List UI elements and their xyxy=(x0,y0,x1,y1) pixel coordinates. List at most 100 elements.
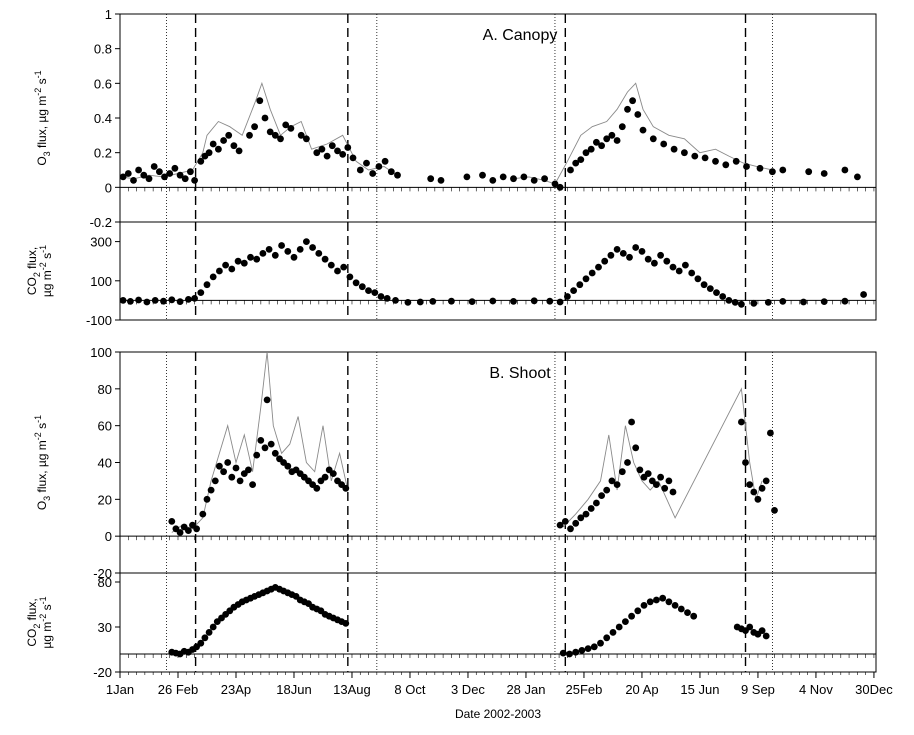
data-point-canopy-co2 xyxy=(595,263,602,271)
data-point-canopy-o3 xyxy=(145,175,153,183)
data-point-canopy-co2 xyxy=(588,269,596,277)
y-tick-label-shoot-co2: -20 xyxy=(93,665,112,680)
data-point-canopy-co2 xyxy=(203,281,211,289)
y-title-rest: flux, µg m xyxy=(35,96,49,152)
x-tick-label: 26 Feb xyxy=(158,682,198,697)
data-point-canopy-co2 xyxy=(135,296,143,304)
x-tick-label: 13Aug xyxy=(333,682,371,697)
data-point-shoot-o3 xyxy=(176,529,184,536)
data-point-shoot-o3 xyxy=(653,481,660,488)
data-point-shoot-o3 xyxy=(665,477,673,485)
data-point-canopy-co2 xyxy=(468,298,476,305)
data-point-canopy-o3 xyxy=(593,138,600,146)
data-point-shoot-co2 xyxy=(622,618,629,625)
data-point-shoot-o3 xyxy=(657,473,664,481)
data-point-shoot-co2 xyxy=(615,623,623,631)
data-point-shoot-o3 xyxy=(193,525,201,533)
y-axis-title-shoot-o3: O3 flux, µg m-2 s-1 xyxy=(33,415,52,510)
y-title-sub: 2 xyxy=(32,624,42,629)
y-tick-label-canopy-o3: 0.8 xyxy=(94,42,112,57)
panel-frame-canopy-o3 xyxy=(119,13,877,223)
data-point-canopy-o3 xyxy=(271,131,279,139)
data-point-canopy-o3 xyxy=(256,97,264,105)
y-title-sup1: -2 xyxy=(38,262,48,270)
data-point-canopy-o3 xyxy=(530,177,538,184)
data-point-shoot-co2 xyxy=(609,629,617,636)
panel-title-shoot-o3: B. Shoot xyxy=(489,365,551,382)
data-point-canopy-co2 xyxy=(365,287,372,294)
series-line-shoot-o3 xyxy=(562,387,763,528)
data-point-canopy-co2 xyxy=(228,265,236,273)
y-tick-label-shoot-o3: 60 xyxy=(98,419,112,434)
data-point-canopy-co2 xyxy=(176,298,184,305)
data-point-shoot-o3 xyxy=(232,464,240,472)
x-tick-label: 4 Nov xyxy=(799,682,833,697)
data-point-shoot-o3 xyxy=(556,521,564,529)
data-point-canopy-co2 xyxy=(800,298,807,306)
data-point-canopy-o3 xyxy=(639,126,647,134)
data-point-canopy-o3 xyxy=(463,173,471,181)
data-point-canopy-o3 xyxy=(681,149,688,157)
data-point-shoot-o3 xyxy=(603,486,611,494)
data-point-canopy-o3 xyxy=(318,145,326,153)
data-point-canopy-o3 xyxy=(712,157,719,165)
x-tick-label: 15 Jun xyxy=(680,682,719,697)
x-tick-label: 23Ap xyxy=(221,682,251,697)
data-point-canopy-o3 xyxy=(629,97,636,105)
data-point-canopy-co2 xyxy=(706,285,714,292)
data-point-shoot-o3 xyxy=(211,477,219,485)
y-title-sub: 3 xyxy=(42,496,52,501)
data-point-canopy-co2 xyxy=(632,244,640,251)
data-point-canopy-o3 xyxy=(266,128,274,136)
data-point-canopy-co2 xyxy=(216,267,223,275)
data-point-canopy-o3 xyxy=(344,144,352,151)
data-point-canopy-co2 xyxy=(404,299,412,306)
data-point-shoot-o3 xyxy=(216,462,223,470)
y-tick-label-shoot-co2: 30 xyxy=(98,620,112,635)
data-point-canopy-co2 xyxy=(725,297,733,304)
data-point-canopy-co2 xyxy=(860,291,867,298)
data-point-shoot-o3 xyxy=(220,468,228,476)
y-title-sub: 3 xyxy=(42,151,52,156)
data-point-shoot-o3 xyxy=(321,473,329,481)
data-point-shoot-co2 xyxy=(762,632,770,640)
data-point-canopy-co2 xyxy=(841,297,849,305)
data-point-shoot-co2 xyxy=(603,634,611,642)
data-point-canopy-o3 xyxy=(130,177,137,184)
data-point-shoot-o3 xyxy=(245,466,252,474)
data-point-canopy-co2 xyxy=(750,299,758,307)
data-point-canopy-o3 xyxy=(161,173,168,181)
y-tick-label-canopy-o3: 0 xyxy=(105,180,112,195)
data-point-canopy-o3 xyxy=(779,166,787,174)
data-point-shoot-o3 xyxy=(253,451,261,459)
data-point-canopy-co2 xyxy=(651,259,658,267)
data-point-canopy-co2 xyxy=(546,297,554,305)
data-point-shoot-o3 xyxy=(618,468,626,476)
data-point-shoot-co2 xyxy=(690,612,698,620)
data-point-canopy-co2 xyxy=(160,297,167,305)
data-point-canopy-o3 xyxy=(197,157,205,165)
y-title-sup2: -1 xyxy=(33,415,43,423)
data-point-canopy-o3 xyxy=(841,166,849,174)
y-title-rest: flux, xyxy=(25,598,39,623)
data-point-canopy-co2 xyxy=(265,246,273,253)
data-point-shoot-co2 xyxy=(665,598,673,606)
data-point-canopy-o3 xyxy=(437,177,445,184)
x-tick-label: 18Jun xyxy=(276,682,311,697)
data-point-canopy-o3 xyxy=(572,159,580,167)
data-point-canopy-co2 xyxy=(259,250,267,257)
y-tick-label-canopy-o3: 0.2 xyxy=(94,146,112,161)
data-point-shoot-co2 xyxy=(677,605,685,613)
data-point-canopy-co2 xyxy=(564,293,571,300)
data-point-canopy-co2 xyxy=(530,297,538,305)
data-point-shoot-o3 xyxy=(632,444,640,452)
y-title-rest: flux, xyxy=(25,247,39,272)
panel-title-canopy-o3: A. Canopy xyxy=(483,27,558,44)
data-point-canopy-o3 xyxy=(582,149,590,157)
data-point-shoot-co2 xyxy=(628,612,635,620)
data-point-canopy-o3 xyxy=(660,140,668,148)
y-title-main: O xyxy=(35,501,49,510)
data-point-canopy-co2 xyxy=(222,261,230,269)
data-point-canopy-o3 xyxy=(603,135,611,143)
y-title-sup2: -1 xyxy=(33,70,43,78)
